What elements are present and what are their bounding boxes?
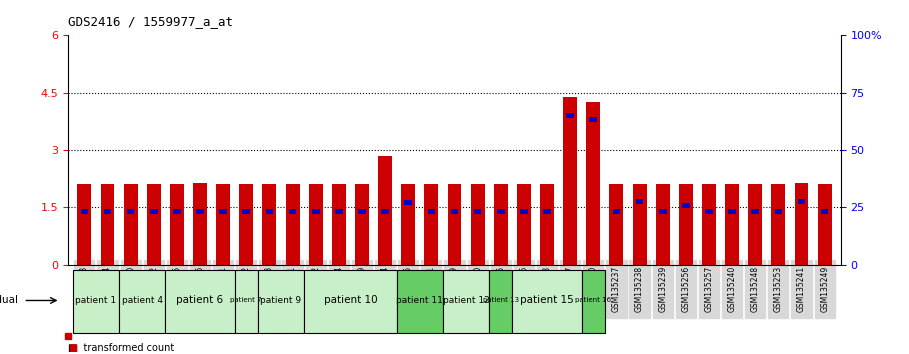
Text: ■  transformed count: ■ transformed count (68, 343, 175, 353)
Bar (101, 184, 115, 265)
Bar (610, 184, 624, 265)
Text: ■: ■ (68, 343, 77, 353)
Bar (285, 184, 299, 265)
Text: patient 7: patient 7 (231, 297, 262, 303)
Text: patient 6: patient 6 (176, 296, 224, 306)
Bar (633, 184, 646, 265)
Text: patient 11: patient 11 (396, 296, 444, 305)
Bar (358, 210, 365, 215)
Text: patient 15: patient 15 (520, 296, 574, 306)
FancyBboxPatch shape (119, 270, 165, 333)
Text: GDS2416 / 1559977_a_at: GDS2416 / 1559977_a_at (68, 15, 234, 28)
FancyBboxPatch shape (396, 270, 443, 333)
Bar (497, 210, 504, 215)
FancyBboxPatch shape (582, 270, 604, 333)
FancyBboxPatch shape (443, 270, 489, 333)
Bar (447, 184, 462, 265)
Text: individual: individual (0, 296, 18, 306)
Bar (265, 210, 274, 215)
Bar (798, 199, 805, 204)
Bar (728, 210, 736, 215)
FancyBboxPatch shape (73, 270, 119, 333)
Bar (635, 199, 644, 204)
Bar (378, 156, 392, 265)
Bar (312, 210, 320, 215)
FancyBboxPatch shape (513, 270, 582, 333)
Bar (702, 184, 716, 265)
Bar (309, 184, 323, 265)
Bar (263, 184, 276, 265)
Bar (170, 184, 184, 265)
Bar (425, 184, 438, 265)
Bar (289, 210, 296, 215)
Bar (81, 210, 88, 215)
Text: patient 10: patient 10 (324, 296, 377, 306)
FancyBboxPatch shape (305, 270, 396, 333)
Bar (818, 184, 832, 265)
Bar (355, 184, 369, 265)
Bar (821, 210, 828, 215)
Bar (243, 210, 250, 215)
Bar (173, 210, 181, 215)
Bar (150, 210, 157, 215)
FancyBboxPatch shape (258, 270, 305, 333)
Bar (564, 97, 577, 265)
Bar (494, 184, 508, 265)
Bar (772, 184, 785, 265)
Bar (147, 184, 161, 265)
Text: patient 1: patient 1 (75, 296, 116, 305)
Bar (752, 210, 759, 215)
Bar (405, 200, 412, 205)
Bar (517, 184, 531, 265)
Bar (589, 117, 597, 122)
Bar (471, 184, 484, 265)
Bar (655, 184, 670, 265)
Bar (401, 184, 415, 265)
Text: patient 16: patient 16 (575, 297, 612, 303)
Text: patient 9: patient 9 (261, 296, 302, 305)
Bar (613, 210, 620, 215)
Bar (474, 210, 482, 215)
Bar (544, 210, 551, 215)
Bar (127, 210, 135, 215)
Bar (748, 184, 762, 265)
Bar (705, 210, 713, 215)
Bar (682, 203, 690, 208)
FancyBboxPatch shape (489, 270, 513, 333)
Bar (332, 184, 345, 265)
Bar (659, 210, 666, 215)
Bar (335, 210, 343, 215)
Bar (679, 184, 693, 265)
Bar (104, 210, 111, 215)
Bar (566, 113, 574, 118)
Bar (451, 210, 458, 215)
Bar (427, 210, 435, 215)
Bar (725, 184, 739, 265)
Bar (216, 184, 230, 265)
Bar (124, 184, 137, 265)
Text: patient 13: patient 13 (483, 297, 519, 303)
Bar (540, 184, 554, 265)
Bar (196, 210, 204, 215)
FancyBboxPatch shape (235, 270, 258, 333)
FancyBboxPatch shape (165, 270, 235, 333)
Bar (586, 102, 600, 265)
Text: patient 12: patient 12 (443, 296, 489, 305)
Bar (774, 210, 782, 215)
Bar (794, 183, 808, 265)
Bar (219, 210, 227, 215)
Bar (77, 184, 91, 265)
Bar (193, 183, 207, 265)
Text: patient 4: patient 4 (122, 296, 163, 305)
Bar (239, 184, 254, 265)
Bar (381, 210, 389, 215)
Bar (520, 210, 528, 215)
